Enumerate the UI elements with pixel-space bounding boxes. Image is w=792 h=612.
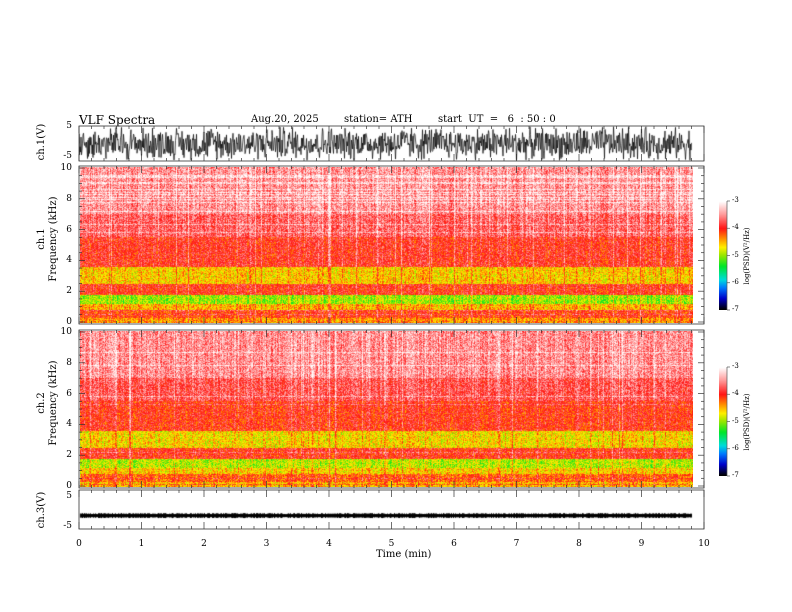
colorbar-tick-label: -5 <box>732 250 739 259</box>
spectrogram-ytick-label: 8 <box>66 193 72 204</box>
date-label: Aug.20, 2025 <box>251 114 319 125</box>
colorbar-tick-label: -3 <box>732 196 739 204</box>
x-tick-label: 4 <box>326 539 332 549</box>
colorbar-tick-label: -5 <box>732 416 739 425</box>
xaxis-label: Time (min) <box>376 549 432 560</box>
colorbar-tick-label: -4 <box>732 223 739 232</box>
ch1-spectrogram-panel-frame <box>78 165 705 325</box>
ch1-colorbar <box>719 201 727 310</box>
spectrogram-ytick-label: 4 <box>66 419 72 430</box>
x-tick-label: 7 <box>513 539 520 549</box>
ch1-ytick-label: -5 <box>63 151 72 161</box>
ch1-spectrogram-image <box>80 167 693 323</box>
ch3-ytick-label: -5 <box>63 521 72 531</box>
colorbar-tick-label: -6 <box>732 277 739 286</box>
spectrogram-ytick-label: 6 <box>66 388 72 399</box>
start-time-label: start UT = 6 : 50 : 0 <box>438 114 556 125</box>
colorbar-tick-label: -6 <box>732 443 739 452</box>
spectrogram-ytick-label: 0 <box>66 317 72 327</box>
ch3-ylabel: ch.3(V) <box>36 491 47 529</box>
spectrogram-ytick-label: 2 <box>66 286 72 297</box>
ch1-ylabel: ch.1(V) <box>36 123 47 161</box>
x-tick-label: 8 <box>576 539 582 549</box>
spectrogram-ytick-label: 10 <box>60 327 72 337</box>
ch2-spec-ylabel-ch: ch.2 <box>36 392 47 414</box>
ch2-spectrogram-panel-frame <box>78 329 705 489</box>
ch1-ytick-label: 5 <box>66 121 72 131</box>
spectrogram-ytick-label: 0 <box>66 481 72 491</box>
colorbar-tick-label: -7 <box>732 305 739 313</box>
x-tick-label: 9 <box>638 539 645 549</box>
x-tick-label: 3 <box>263 539 270 549</box>
figure-title: VLF Spectra <box>79 113 156 127</box>
colorbar-tick-label: -3 <box>732 362 739 370</box>
spectrogram-ytick-label: 2 <box>66 450 72 461</box>
colorbar-tick-label: -4 <box>732 389 739 398</box>
x-tick-label: 5 <box>388 539 395 549</box>
ch2-colorbar-label: log(PSD)(V²/Hz) <box>743 393 751 451</box>
ch2-spectrogram-image <box>80 331 693 487</box>
ch1-spec-ylabel-freq: Frequency (kHz) <box>48 196 59 282</box>
x-tick-label: 6 <box>451 539 457 549</box>
colorbar-tick-label: -7 <box>732 471 739 479</box>
ch2-spec-ylabel-freq: Frequency (kHz) <box>48 360 59 446</box>
ch1-colorbar-label: log(PSD)(V²/Hz) <box>743 227 751 285</box>
x-tick-label: 0 <box>76 539 82 549</box>
ch2-colorbar <box>719 367 727 476</box>
spectrogram-ytick-label: 6 <box>66 224 72 235</box>
station-label: station= ATH <box>344 114 413 125</box>
spectrogram-ytick-label: 4 <box>66 255 72 266</box>
x-tick-label: 1 <box>138 539 145 549</box>
ch1-spec-ylabel-ch: ch.1 <box>36 228 47 250</box>
ch3-ytick-label: 5 <box>66 491 72 501</box>
x-tick-label: 2 <box>201 539 207 549</box>
x-tick-label: 10 <box>698 539 710 549</box>
spectrogram-ytick-label: 10 <box>60 163 72 173</box>
spectrogram-ytick-label: 8 <box>66 357 72 368</box>
